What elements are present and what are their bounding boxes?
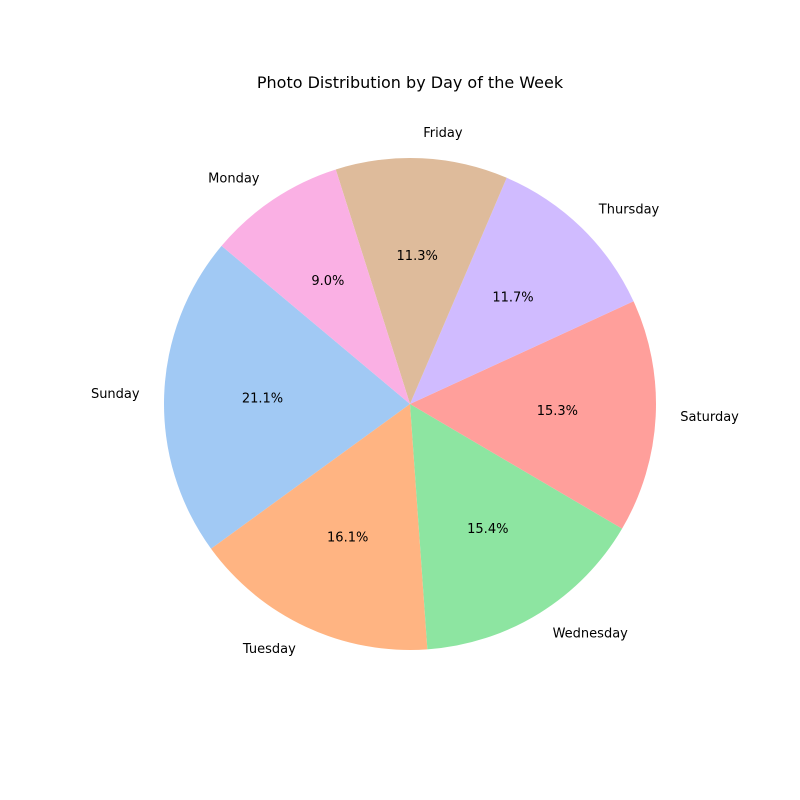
pie-slice-sunday <box>163 245 410 549</box>
pie-slice-thursday <box>410 177 634 404</box>
pie-slice-wednesday <box>410 404 623 650</box>
chart-title: Photo Distribution by Day of the Week <box>257 73 564 92</box>
slice-pct-thursday: 11.7% <box>492 291 533 306</box>
slice-label-wednesday: Wednesday <box>553 627 629 642</box>
pie-slice-saturday <box>410 301 657 529</box>
pie-slice-tuesday <box>211 404 428 650</box>
slice-label-friday: Friday <box>423 126 463 141</box>
slice-label-monday: Monday <box>208 172 260 187</box>
pie-labels: Sunday 21.1% Tuesday 16.1% Wednesday 15.4% Sat… <box>91 126 739 657</box>
pie-slices <box>163 157 657 650</box>
slice-label-sunday: Sunday <box>91 387 140 402</box>
slice-pct-sunday: 21.1% <box>242 391 283 406</box>
slice-label-tuesday: Tuesday <box>242 642 296 657</box>
slice-label-thursday: Thursday <box>598 203 660 218</box>
slice-pct-friday: 11.3% <box>397 249 438 264</box>
slice-label-saturday: Saturday <box>680 410 739 425</box>
pie-slice-friday <box>335 157 507 404</box>
slice-pct-wednesday: 15.4% <box>467 522 508 537</box>
pie-slice-monday <box>221 169 410 404</box>
slice-pct-saturday: 15.3% <box>537 404 578 419</box>
slice-pct-tuesday: 16.1% <box>327 530 368 545</box>
slice-pct-monday: 9.0% <box>311 274 344 289</box>
